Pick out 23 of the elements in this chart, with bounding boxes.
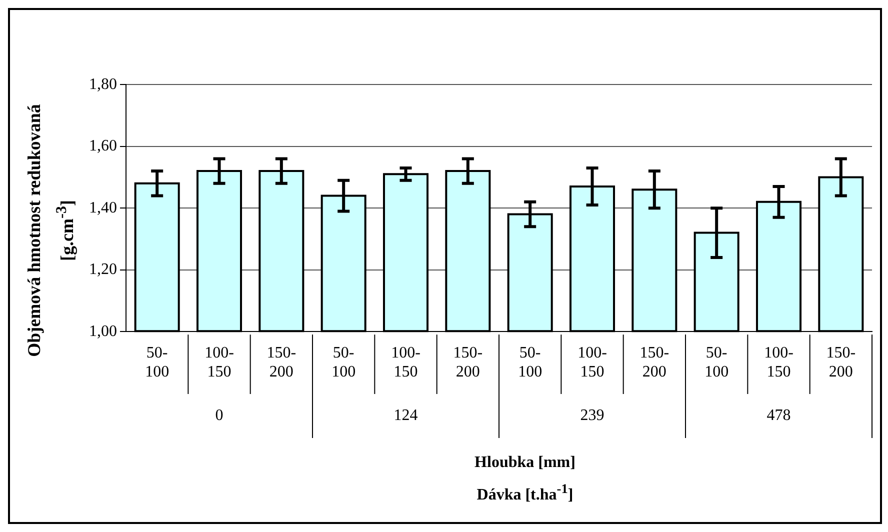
x-tick-label: 50-100 <box>332 344 356 381</box>
text: 0 <box>215 407 224 424</box>
y-tick-label: 1,60 <box>89 138 117 155</box>
x-tick-label: 50-100 <box>704 344 729 381</box>
x-tick-label: 150-200 <box>266 344 296 381</box>
x-tick-label: 150-200 <box>640 344 670 381</box>
x-tick-label: 100-150 <box>391 344 420 381</box>
x-tick-label: 50-100 <box>145 344 170 381</box>
x-tick-label: 100-150 <box>578 344 607 381</box>
text: 239 <box>580 407 604 424</box>
y-tick-label: 1,20 <box>89 261 117 278</box>
text: 478 <box>766 407 791 424</box>
y-tick-label: 1,80 <box>89 76 117 93</box>
x-axis-title: Hloubka [mm] <box>474 453 576 473</box>
x-tick-label: 50-100 <box>518 344 542 381</box>
x-tick-label: 150-200 <box>826 344 856 381</box>
text: 124 <box>394 407 418 424</box>
y-tick-label: 1,00 <box>89 322 117 340</box>
x-tick-label: 150-200 <box>453 344 483 381</box>
x-tick-label: 100-150 <box>764 344 794 381</box>
x-tick-label: 100-150 <box>204 344 234 381</box>
text: Dávka [t.ha$^{-1}$] <box>476 480 574 506</box>
y-tick-label: 1,40 <box>89 199 117 216</box>
